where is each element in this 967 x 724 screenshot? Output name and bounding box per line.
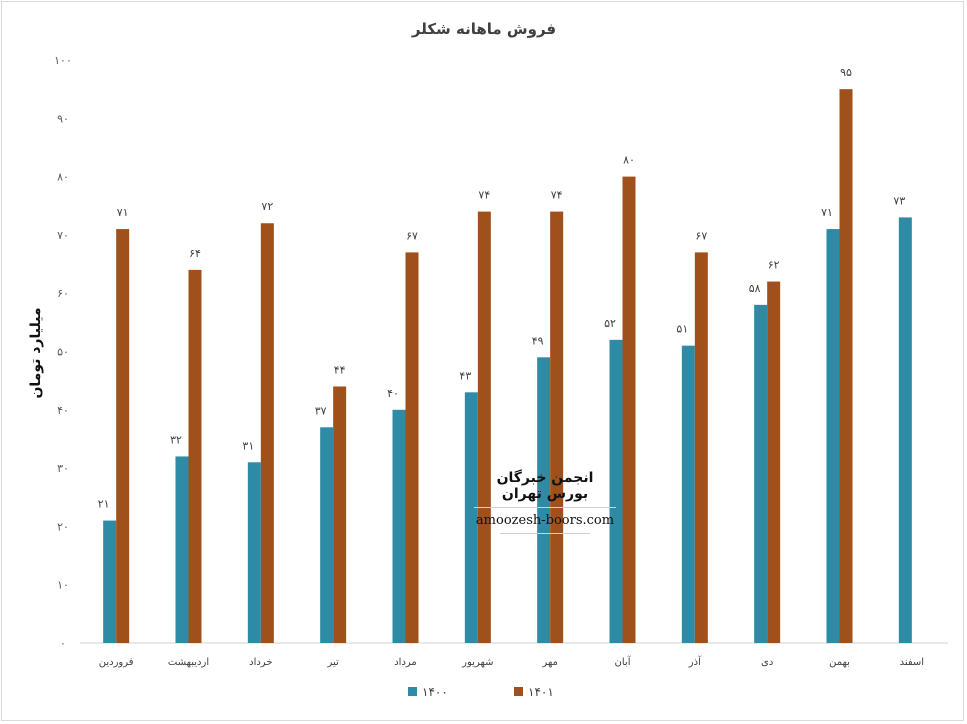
data-label: ۹۵: [840, 66, 852, 79]
bar: [550, 211, 564, 643]
data-label: ۶۷: [406, 229, 418, 242]
x-tick-label: اردیبهشت: [168, 657, 209, 668]
bar: [103, 520, 117, 643]
bar: [247, 462, 261, 643]
data-label: ۴۹: [532, 334, 544, 347]
x-tick-label: مرداد: [394, 657, 417, 668]
x-tick-label: فروردین: [99, 657, 134, 668]
data-label: ۳۷: [315, 404, 327, 417]
data-label: ۴۰: [387, 387, 399, 400]
bar: [477, 211, 491, 643]
legend-swatch: [408, 687, 417, 696]
legend: ۱۴۰۰ ۱۴۰۱: [408, 685, 554, 699]
y-tick-label: ۱۰: [57, 579, 69, 592]
bar: [694, 252, 708, 643]
legend-label: ۱۴۰۱: [528, 685, 554, 699]
x-tick-label: بهمن: [829, 657, 850, 668]
y-tick-label: ۰: [60, 637, 66, 650]
data-label: ۷۳: [893, 194, 905, 207]
data-label: ۷۱: [821, 206, 833, 219]
legend-label: ۱۴۰۰: [422, 685, 448, 699]
data-label: ۸۰: [623, 154, 635, 167]
bar: [392, 409, 406, 643]
bars-group: [103, 89, 912, 644]
data-label: ۶۷: [695, 229, 707, 242]
x-tick-label: مهر: [541, 657, 557, 668]
watermark-underline: [500, 533, 590, 534]
bar: [609, 339, 623, 643]
y-axis-ticks: ۰ ۱۰ ۲۰ ۳۰ ۴۰ ۵۰ ۶۰ ۷۰ ۸۰ ۹۰ ۱۰۰: [54, 54, 72, 650]
bar: [898, 217, 912, 643]
y-tick-label: ۵۰: [57, 346, 69, 359]
bar: [537, 357, 551, 643]
data-label: ۷۴: [551, 189, 563, 202]
y-tick-label: ۳۰: [57, 462, 69, 475]
y-tick-label: ۹۰: [57, 112, 69, 125]
data-label: ۷۱: [117, 206, 129, 219]
bar: [188, 269, 202, 643]
data-label: ۵۸: [749, 282, 761, 295]
bar: [464, 392, 478, 643]
x-tick-label: شهریور: [461, 657, 493, 668]
bar: [839, 89, 853, 643]
y-tick-label: ۱۰۰: [54, 54, 72, 67]
chart-title: فروش ماهانه شکلر: [411, 20, 556, 38]
watermark-url: amoozesh-boors.com: [475, 513, 615, 528]
bar: [622, 176, 636, 643]
bar: [826, 229, 840, 643]
y-tick-label: ۴۰: [57, 404, 69, 417]
data-label: ۵۲: [604, 317, 616, 330]
bar: [754, 304, 768, 643]
bar: [320, 427, 334, 643]
x-axis-labels: فروردین اردیبهشت خرداد تیر مرداد شهریور مهر آبا…: [99, 655, 924, 668]
x-tick-label: تیر: [327, 657, 340, 668]
x-tick-label: اسفند: [900, 657, 924, 668]
data-label: ۳۱: [242, 439, 254, 452]
bar: [175, 456, 189, 643]
bar: [767, 281, 781, 643]
legend-swatch: [514, 687, 523, 696]
y-tick-label: ۸۰: [57, 171, 69, 184]
data-label: ۳۲: [170, 433, 182, 446]
data-label: ۵۱: [676, 323, 688, 336]
watermark-title: انجمن خبرگان بورس تهران: [496, 470, 594, 502]
bar: [333, 386, 347, 643]
watermark: انجمن خبرگان بورس تهران amoozesh-boors.c…: [474, 470, 616, 534]
data-label: ۴۴: [334, 363, 346, 376]
data-label: ۷۲: [261, 200, 273, 213]
bar: [260, 223, 274, 644]
y-tick-label: ۲۰: [57, 520, 69, 533]
x-tick-label: خرداد: [249, 657, 272, 668]
watermark-divider: [474, 507, 616, 508]
bar: [681, 345, 695, 643]
data-label: ۲۱: [98, 498, 110, 511]
x-tick-label: دی: [761, 657, 773, 668]
bar: [405, 252, 419, 643]
bar: [116, 229, 130, 643]
data-label: ۶۴: [189, 247, 201, 260]
data-labels-group: ۲۱ ۷۱ ۳۲ ۶۴ ۳۱ ۷۲ ۳۷ ۴۴ ۴۰ ۶۷ ۴۳ ۷۴ ۴۹ ۷۴ ۵۲ ۸۰ ۵۱ ۶۷ ۵۸ ۶۲…: [98, 66, 906, 510]
data-label: ۷۴: [478, 189, 490, 202]
x-tick-label: آبان: [615, 655, 632, 668]
data-label: ۴۳: [459, 369, 471, 382]
x-tick-label: آذر: [688, 655, 702, 668]
y-axis-title: میلیارد تومان: [28, 307, 44, 398]
y-tick-label: ۶۰: [57, 287, 69, 300]
data-label: ۶۲: [768, 259, 780, 272]
y-tick-label: ۷۰: [57, 229, 69, 242]
